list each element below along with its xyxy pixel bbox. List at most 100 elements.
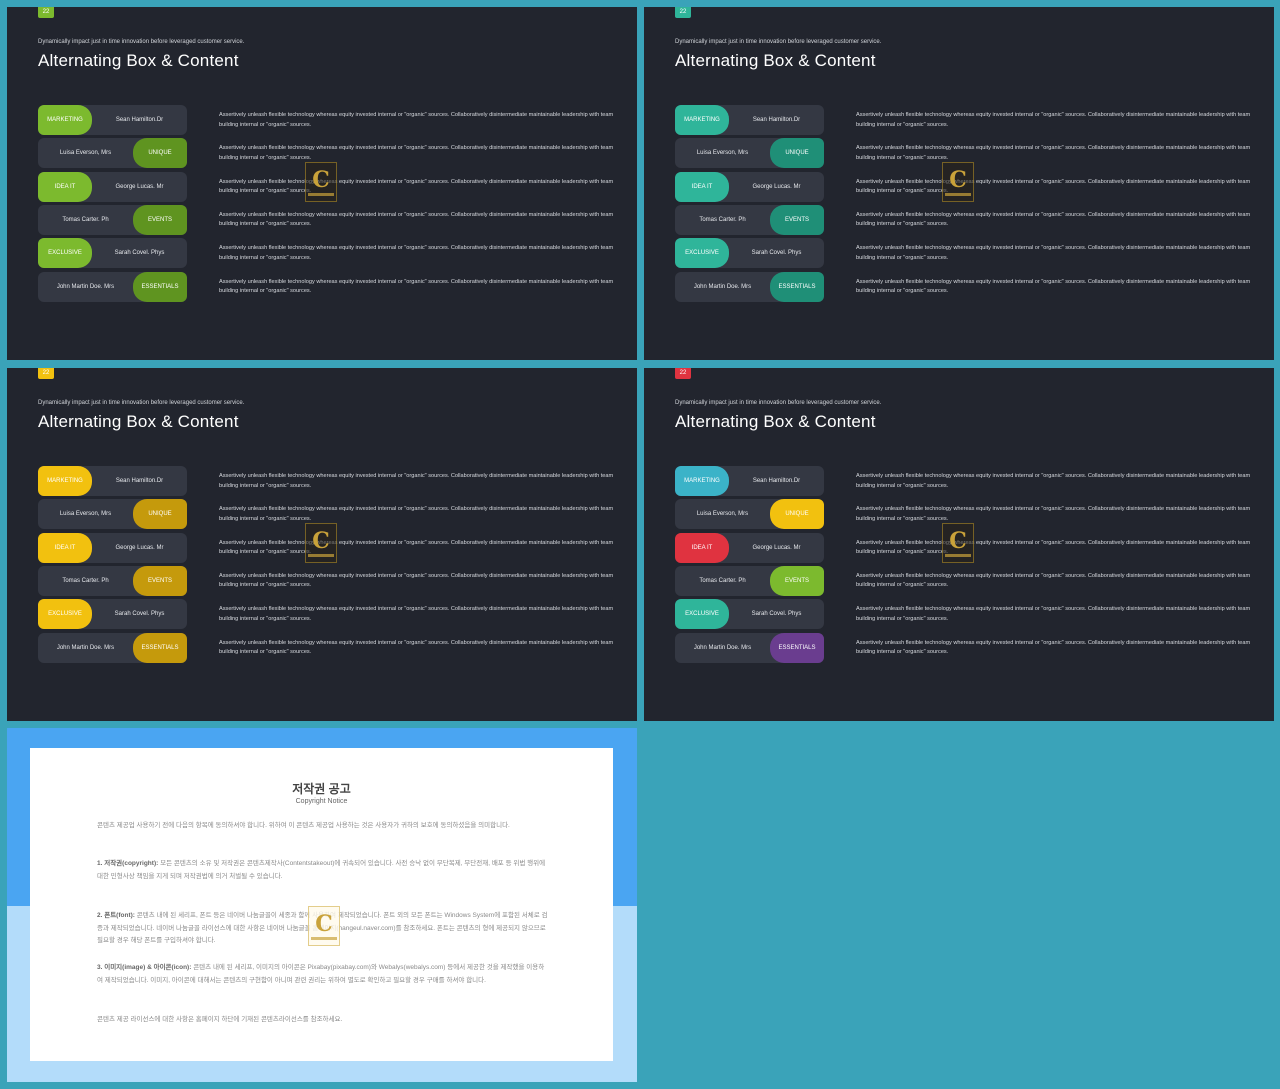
slide-yellow: 22 Dynamically impact just in time innova… xyxy=(7,368,637,721)
content-row: IDEA IT George Lucas. Mr xyxy=(38,171,187,202)
content-row: EVENTS Tomas Carter. Ph xyxy=(675,565,824,596)
row-description: Assertively unleash flexible technology … xyxy=(219,473,614,489)
person-name: Tomas Carter. Ph xyxy=(699,577,746,584)
watermark-letter: C xyxy=(949,167,967,193)
row-description: Assertively unleash flexible technology … xyxy=(219,178,614,195)
row-description: Assertively unleash flexible technology … xyxy=(219,211,614,228)
copyright-title: 저작권 공고 xyxy=(292,782,351,796)
person-name: Sean Hamilton.Dr xyxy=(752,478,801,484)
category-chip: EVENTS xyxy=(770,565,824,596)
copyright-section-2-head: 2. 폰트(font): xyxy=(97,912,135,919)
copyright-section-3-head: 3. 이미지(image) & 아이콘(icon): xyxy=(97,964,192,971)
category-chip: UNIQUE xyxy=(770,138,824,169)
slide-number-badge: 22 xyxy=(38,7,54,18)
content-row: EXCLUSIVE Sarah Covel. Phys xyxy=(675,599,824,630)
watermark-letter: C xyxy=(312,167,330,193)
category-chip: MARKETING xyxy=(38,466,92,496)
person-name: Tomas Carter. Ph xyxy=(62,577,109,584)
category-chip: IDEA IT xyxy=(38,171,92,202)
row-description: Assertively unleash flexible technology … xyxy=(856,245,1251,261)
person-name: Sean Hamilton.Dr xyxy=(752,117,801,123)
row-description: Assertively unleash flexible technology … xyxy=(856,539,1251,556)
person-name: George Lucas. Mr xyxy=(115,183,164,190)
person-name: John Martin Doe. Mrs xyxy=(693,644,752,651)
content-row: IDEA IT George Lucas. Mr xyxy=(38,532,187,563)
watermark-logo: C xyxy=(305,162,337,202)
person-name: Luisa Everson, Mrs xyxy=(59,150,112,157)
copyright-section-1-text: 모든 콘텐츠의 소유 및 저작권은 콘텐츠제작사(Contentstakeout… xyxy=(97,860,546,880)
category-chip: UNIQUE xyxy=(133,499,187,530)
slide-number-badge: 22 xyxy=(38,368,54,379)
row-description: Assertively unleash flexible technology … xyxy=(219,539,614,556)
slide-title: Alternating Box & Content xyxy=(675,51,876,70)
watermark-letter: C xyxy=(949,528,967,554)
category-chip: EVENTS xyxy=(133,204,187,235)
content-row: EVENTS Tomas Carter. Ph xyxy=(38,204,187,235)
person-name: Tomas Carter. Ph xyxy=(699,216,746,223)
content-row: ESSENTIALS John Martin Doe. Mrs xyxy=(38,632,187,663)
content-row: EXCLUSIVE Sarah Covel. Phys xyxy=(675,238,824,269)
category-chip: ESSENTIALS xyxy=(770,632,824,663)
row-description: Assertively unleash flexible technology … xyxy=(856,112,1251,128)
person-name: Sean Hamilton.Dr xyxy=(115,117,164,123)
category-chip: UNIQUE xyxy=(133,138,187,169)
person-name: George Lucas. Mr xyxy=(115,544,164,551)
category-chip: EXCLUSIVE xyxy=(38,238,92,269)
watermark-letter: C xyxy=(315,911,333,937)
row-description: Assertively unleash flexible technology … xyxy=(856,639,1251,656)
category-chip: IDEA IT xyxy=(38,532,92,563)
content-row: EVENTS Tomas Carter. Ph xyxy=(675,204,824,235)
row-description: Assertively unleash flexible technology … xyxy=(219,245,614,261)
copyright-intro: 콘텐츠 제공업 사용하기 전에 다음의 항목에 동의하셔야 합니다. 위하여 이… xyxy=(97,822,510,829)
row-description: Assertively unleash flexible technology … xyxy=(856,145,1251,161)
person-name: George Lucas. Mr xyxy=(752,183,801,190)
slide-number-badge: 22 xyxy=(675,368,691,379)
slide-green: 22 Dynamically impact just in time innova… xyxy=(7,7,637,360)
copyright-panel: 저작권 공고 Copyright Notice 콘텐츠 제공업 사용하기 전에 … xyxy=(7,728,637,1082)
content-row: ESSENTIALS John Martin Doe. Mrs xyxy=(38,271,187,302)
person-name: Luisa Everson, Mrs xyxy=(696,511,749,518)
person-name: Luisa Everson, Mrs xyxy=(696,150,749,157)
copyright-section-3-text: 콘텐츠 내에 된 세리프, 이미지의 아이콘은 Pixabay(pixabay.… xyxy=(97,964,545,984)
row-description: Assertively unleash flexible technology … xyxy=(219,572,614,589)
copyright-section-1-head: 1. 저작권(copyright): xyxy=(97,860,159,867)
copyright-subtitle: Copyright Notice xyxy=(295,798,348,805)
content-row: UNIQUE Luisa Everson, Mrs xyxy=(38,499,187,530)
content-row: IDEA IT George Lucas. Mr xyxy=(675,532,824,563)
category-chip: UNIQUE xyxy=(770,499,824,530)
person-name: Tomas Carter. Ph xyxy=(62,216,109,223)
person-name: Sarah Covel. Phys xyxy=(114,250,165,257)
category-chip: EXCLUSIVE xyxy=(675,238,729,269)
person-name: John Martin Doe. Mrs xyxy=(56,644,115,651)
slide-subtitle: Dynamically impact just in time innovati… xyxy=(675,39,882,45)
content-row: MARKETING Sean Hamilton.Dr xyxy=(675,105,824,135)
slide-subtitle: Dynamically impact just in time innovati… xyxy=(38,400,245,406)
copyright-outro: 콘텐츠 제공 라이선스에 대한 사항은 홈페이지 하단에 기재된 콘텐츠라이선스… xyxy=(97,1016,343,1023)
category-chip: EVENTS xyxy=(133,565,187,596)
row-description: Assertively unleash flexible technology … xyxy=(219,145,614,161)
copyright-notice-card: 저작권 공고 Copyright Notice 콘텐츠 제공업 사용하기 전에 … xyxy=(30,748,613,1061)
category-chip: EVENTS xyxy=(770,204,824,235)
category-chip: IDEA IT xyxy=(675,171,729,202)
content-row: EVENTS Tomas Carter. Ph xyxy=(38,565,187,596)
copyright-section-3: 3. 이미지(image) & 아이콘(icon): 콘텐츠 내에 된 세리프,… xyxy=(97,962,549,987)
watermark-letter: C xyxy=(312,528,330,554)
copyright-section-1: 1. 저작권(copyright): 모든 콘텐츠의 소유 및 저작권은 콘텐츠… xyxy=(97,858,549,883)
slide-subtitle: Dynamically impact just in time innovati… xyxy=(675,400,882,406)
row-description: Assertively unleash flexible technology … xyxy=(856,606,1251,622)
person-name: Sarah Covel. Phys xyxy=(751,611,802,618)
category-chip: EXCLUSIVE xyxy=(675,599,729,630)
category-chip: MARKETING xyxy=(675,105,729,135)
person-name: John Martin Doe. Mrs xyxy=(693,283,752,290)
row-description: Assertively unleash flexible technology … xyxy=(219,639,614,656)
content-row: UNIQUE Luisa Everson, Mrs xyxy=(675,138,824,169)
slide-title: Alternating Box & Content xyxy=(38,412,239,431)
category-chip: ESSENTIALS xyxy=(133,632,187,663)
row-description: Assertively unleash flexible technology … xyxy=(219,506,614,522)
content-row: UNIQUE Luisa Everson, Mrs xyxy=(38,138,187,169)
row-description: Assertively unleash flexible technology … xyxy=(219,278,614,295)
person-name: Sarah Covel. Phys xyxy=(751,250,802,257)
content-row: MARKETING Sean Hamilton.Dr xyxy=(675,466,824,496)
content-row: EXCLUSIVE Sarah Covel. Phys xyxy=(38,599,187,630)
person-name: Luisa Everson, Mrs xyxy=(59,511,112,518)
